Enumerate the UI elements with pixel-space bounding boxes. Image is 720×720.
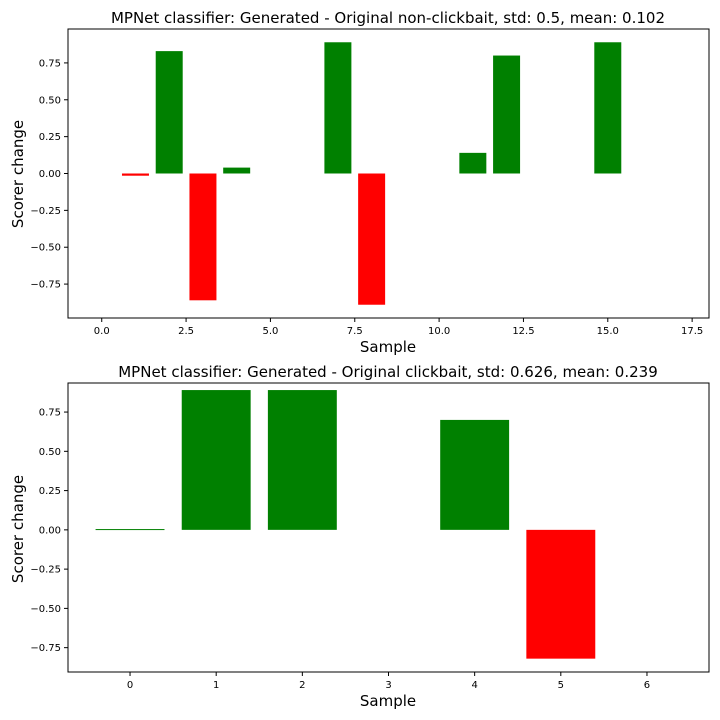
x-axis-label: Sample xyxy=(360,338,416,356)
y-tick-label: −0.75 xyxy=(30,643,61,654)
chart-title: MPNet classifier: Generated - Original c… xyxy=(118,363,658,381)
y-tick-label: −0.75 xyxy=(30,280,61,291)
bar xyxy=(459,152,487,174)
x-axis-label: Sample xyxy=(360,692,416,710)
x-tick-label: 7.5 xyxy=(347,326,363,337)
bar xyxy=(358,173,386,305)
x-tick-label: 2 xyxy=(299,680,305,691)
bar xyxy=(440,419,510,530)
y-tick-label: 0.50 xyxy=(39,447,61,458)
y-axis-label: Scorer change xyxy=(9,475,27,583)
bar xyxy=(267,390,337,530)
x-tick-label: 17.5 xyxy=(681,326,703,337)
y-tick-label: 0.00 xyxy=(39,169,61,180)
y-axis: 0.75 0.50 0.25 0.00 −0.25 −0.50 −0.75 xyxy=(30,58,68,291)
x-tick-label: 6 xyxy=(644,680,650,691)
x-tick-label: 3 xyxy=(385,680,391,691)
plot-frame xyxy=(67,382,710,673)
bar xyxy=(121,173,149,176)
y-axis: 0.75 0.50 0.25 0.00 −0.25 −0.50 −0.75 xyxy=(30,408,68,654)
x-tick-label: 2.5 xyxy=(178,326,194,337)
bar xyxy=(493,55,521,174)
x-tick-label: 5 xyxy=(558,680,564,691)
x-axis: 0.0 2.5 5.0 7.5 10.0 12.5 15.0 17.5 xyxy=(94,318,703,337)
y-tick-label: 0.00 xyxy=(39,525,61,536)
y-tick-label: 0.75 xyxy=(39,408,61,419)
bar xyxy=(223,167,251,174)
y-tick-label: 0.25 xyxy=(39,486,61,497)
y-tick-label: −0.50 xyxy=(30,243,61,254)
bar-group xyxy=(95,390,596,659)
bar xyxy=(181,390,251,530)
bar xyxy=(95,529,165,531)
y-tick-label: −0.25 xyxy=(30,206,61,217)
x-tick-label: 5.0 xyxy=(262,326,278,337)
x-tick-label: 4 xyxy=(471,680,477,691)
x-tick-label: 15.0 xyxy=(597,326,619,337)
y-tick-label: 0.25 xyxy=(39,132,61,143)
y-tick-label: −0.50 xyxy=(30,604,61,615)
y-tick-label: −0.25 xyxy=(30,565,61,576)
bar xyxy=(189,173,217,301)
y-tick-label: 0.50 xyxy=(39,95,61,106)
y-tick-label: 0.75 xyxy=(39,58,61,69)
x-tick-label: 0 xyxy=(127,680,133,691)
bar xyxy=(526,529,596,659)
bar xyxy=(594,42,622,174)
chart-title: MPNet classifier: Generated - Original n… xyxy=(111,9,665,27)
chart-top: MPNet classifier: Generated - Original n… xyxy=(9,9,710,356)
x-tick-label: 1 xyxy=(213,680,219,691)
bar-group xyxy=(121,42,622,305)
chart-bottom: MPNet classifier: Generated - Original c… xyxy=(9,363,710,710)
bar xyxy=(324,42,352,174)
bar xyxy=(155,51,183,174)
x-tick-label: 12.5 xyxy=(512,326,534,337)
x-axis: 0 1 2 3 4 5 6 xyxy=(127,672,650,691)
x-tick-label: 10.0 xyxy=(428,326,450,337)
x-tick-label: 0.0 xyxy=(94,326,110,337)
y-axis-label: Scorer change xyxy=(9,120,27,228)
